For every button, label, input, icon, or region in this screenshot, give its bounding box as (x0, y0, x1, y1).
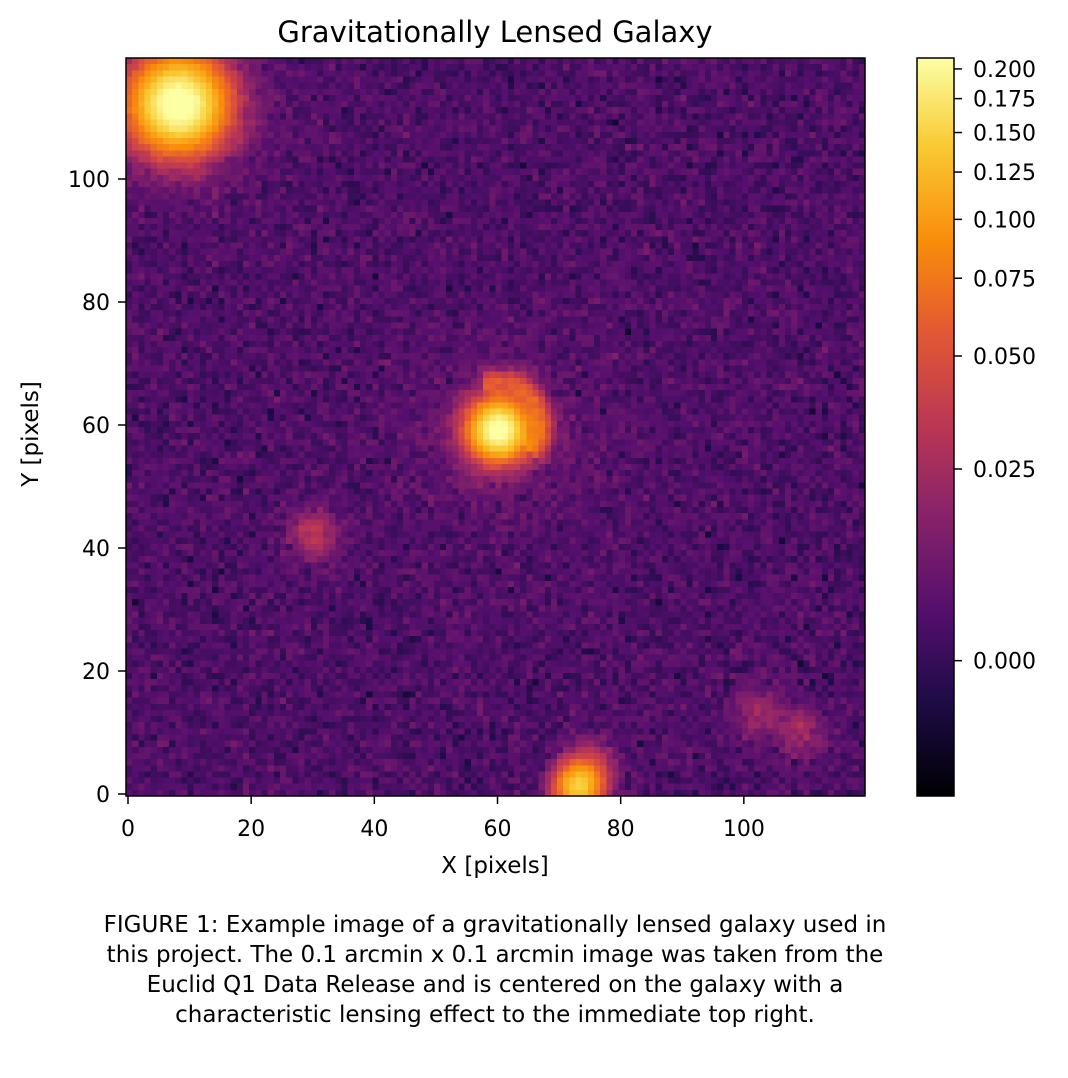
colorbar-ticks: 0.000 0.025 0.050 0.075 0.100 0.125 0.150 0.175… (954, 58, 1036, 675)
y-tick-label: 0 (96, 783, 110, 808)
colorbar: 0.000 0.025 0.050 0.075 0.100 0.125 0.150 0.175… (916, 57, 1036, 797)
y-tick-label: 20 (82, 660, 110, 685)
colorbar-tick-label: 0.000 (973, 650, 1036, 675)
colorbar-tick-label: 0.125 (973, 161, 1036, 186)
plot-frame (125, 57, 866, 797)
colorbar-tick-label: 0.050 (973, 345, 1036, 370)
x-tick-label: 40 (360, 817, 388, 842)
colorbar-frame (916, 57, 955, 797)
x-axis-ticks: 0 20 40 60 80 100 (121, 796, 765, 842)
figure-caption: FIGURE 1: Example image of a gravitation… (103, 912, 887, 1028)
x-tick-label: 80 (607, 817, 635, 842)
y-tick-label: 100 (68, 168, 110, 193)
y-axis-ticks: 0 20 40 60 80 100 (68, 168, 126, 808)
image-panel (125, 57, 866, 797)
colorbar-tick-label: 0.175 (973, 88, 1036, 113)
colorbar-tick-label: 0.150 (973, 122, 1036, 147)
x-tick-label: 60 (484, 817, 512, 842)
chart-title: Gravitationally Lensed Galaxy (277, 15, 712, 49)
x-tick-label: 0 (121, 817, 135, 842)
y-tick-label: 80 (82, 291, 110, 316)
figure: Gravitationally Lensed Galaxy 0 20 40 60 80 1… (18, 15, 1036, 879)
x-axis-label: X [pixels] (441, 853, 548, 879)
heatmap-image (126, 58, 865, 796)
colorbar-gradient (917, 58, 954, 796)
colorbar-tick-label: 0.075 (973, 267, 1036, 292)
x-tick-label: 100 (723, 817, 765, 842)
colorbar-tick-label: 0.025 (973, 458, 1036, 483)
colorbar-tick-label: 0.200 (973, 58, 1036, 83)
colorbar-tick-label: 0.100 (973, 208, 1036, 233)
x-tick-label: 20 (237, 817, 265, 842)
y-tick-label: 40 (82, 537, 110, 562)
y-axis-label: Y [pixels] (18, 381, 44, 488)
y-tick-label: 60 (82, 414, 110, 439)
